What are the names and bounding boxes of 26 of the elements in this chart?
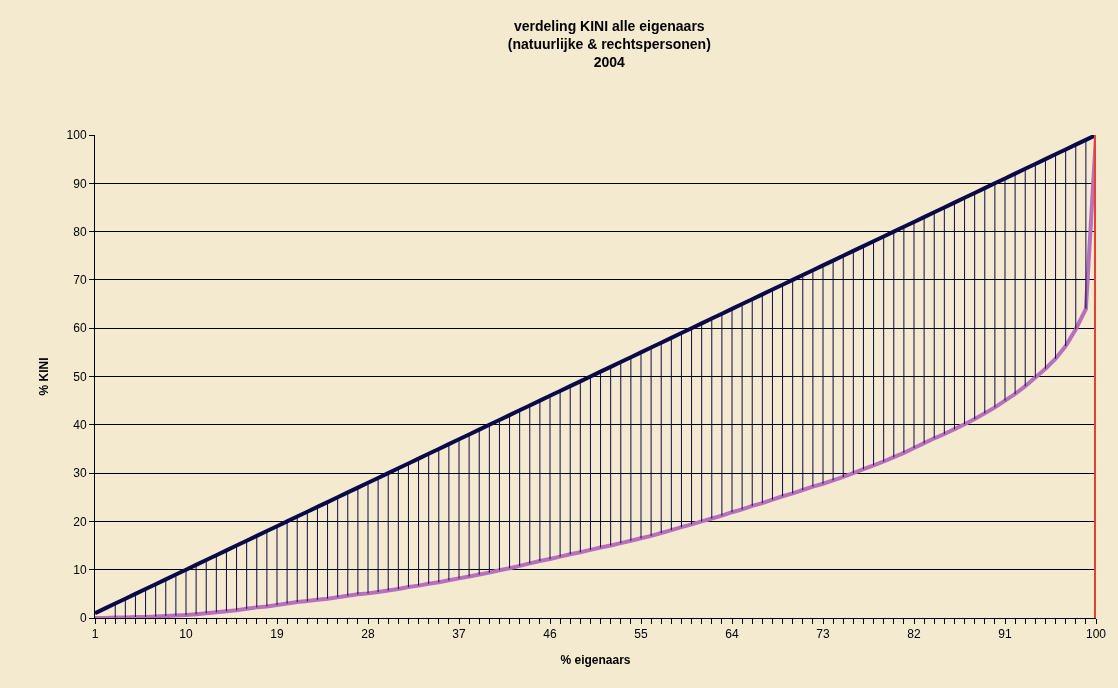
y-tick-label: 20 — [73, 514, 87, 529]
x-tick-label: 28 — [361, 627, 375, 642]
y-tick-label: 50 — [73, 369, 87, 384]
y-tick-label: 60 — [73, 321, 87, 336]
y-tick-label: 30 — [73, 466, 87, 481]
x-tick-label: 91 — [998, 627, 1012, 642]
x-tick-label: 73 — [816, 627, 830, 642]
y-tick-label: 80 — [73, 224, 87, 239]
x-tick-label: 55 — [634, 627, 648, 642]
x-tick-label: 19 — [270, 627, 284, 642]
chart-title: verdeling KINI alle eigenaars (natuurlijke & rechtspersonen) 2004 — [507, 17, 711, 71]
x-tick-label: 46 — [543, 627, 557, 642]
y-tick-label: 0 — [79, 611, 87, 626]
x-tick-label: 82 — [907, 627, 921, 642]
x-tick-label: 64 — [725, 627, 739, 642]
y-tick-label: 10 — [73, 562, 87, 577]
y-tick-label: 100 — [66, 128, 87, 143]
x-tick-label: 10 — [179, 627, 193, 642]
x-axis-title: % eigenaars — [560, 653, 631, 668]
x-tick-label: 1 — [91, 627, 99, 642]
x-tick-label: 37 — [452, 627, 466, 642]
y-tick-label: 70 — [73, 273, 87, 288]
x-tick-label: 100 — [1085, 627, 1107, 642]
y-tick-label: 40 — [73, 418, 87, 432]
y-tick-label: 90 — [73, 176, 87, 191]
y-axis-title: % KINI — [36, 357, 51, 396]
